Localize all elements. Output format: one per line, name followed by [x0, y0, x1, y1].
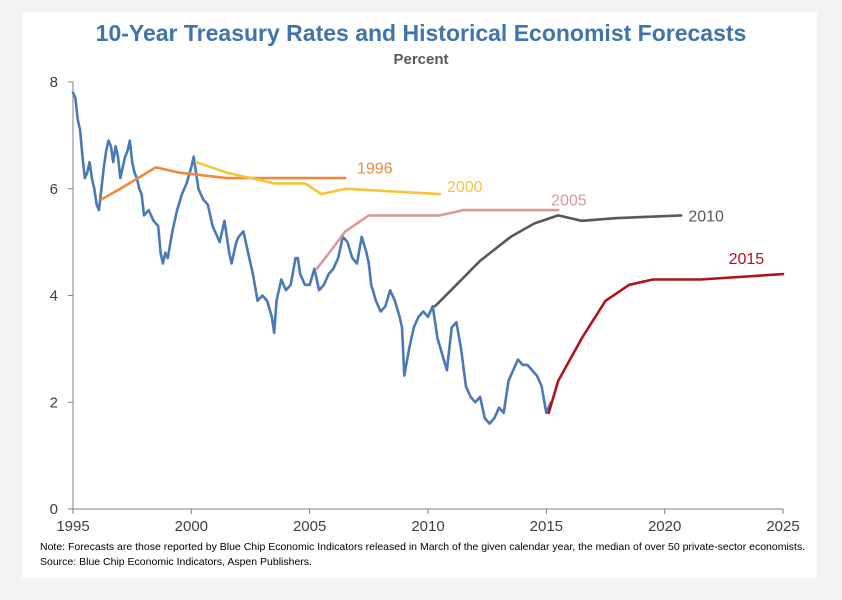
y-tick-label: 8 — [50, 74, 58, 91]
y-tick-label: 4 — [50, 288, 58, 305]
y-tick-label: 0 — [50, 501, 58, 518]
chart-note: Note: Forecasts are those reported by Bl… — [40, 541, 806, 568]
series-label-f1996: 1996 — [357, 160, 393, 177]
y-tick-label: 2 — [50, 394, 58, 411]
series-label-f2000: 2000 — [447, 179, 483, 196]
series-label-f2010: 2010 — [688, 208, 724, 225]
series-line-f2015 — [547, 272, 785, 415]
series-line-actual — [71, 91, 553, 425]
x-tick-label: 1995 — [56, 518, 89, 535]
x-tick-label: 2000 — [175, 518, 208, 535]
x-tick-label: 2025 — [766, 518, 799, 535]
series-line-f2010 — [433, 214, 683, 308]
series-line-f2000 — [194, 160, 442, 196]
chart-label-group: 1996 2000 2005 2010 2015 — [357, 160, 764, 268]
chart-axes: 0 2 4 6 8 1995 2000 2005 2010 2015 2020 2025 — [50, 74, 800, 535]
chart-title: 10-Year Treasury Rates and Historical Ec… — [95, 20, 747, 46]
x-tick-label: 2010 — [411, 518, 444, 535]
x-tick-label: 2015 — [530, 518, 563, 535]
chart-subtitle: Percent — [393, 51, 449, 68]
series-label-f2005: 2005 — [551, 192, 587, 209]
chart-series-group — [71, 91, 785, 425]
series-line-f1996 — [100, 166, 347, 201]
y-tick-label: 6 — [50, 181, 58, 198]
chart-frame — [22, 12, 817, 578]
x-tick-label: 2020 — [648, 518, 681, 535]
series-line-f2005 — [315, 208, 560, 271]
x-tick-label: 2005 — [293, 518, 326, 535]
series-label-f2015: 2015 — [729, 251, 765, 268]
